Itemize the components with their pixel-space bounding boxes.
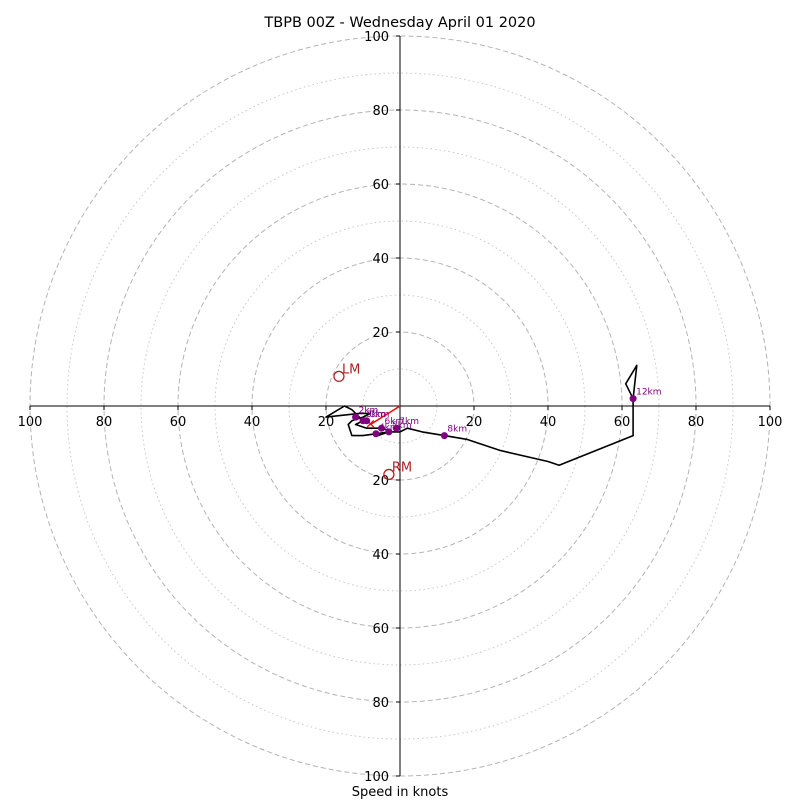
y-tick-label: 100 bbox=[364, 770, 389, 785]
x-tick-label: 40 bbox=[244, 415, 261, 430]
x-tick-label: 80 bbox=[96, 415, 113, 430]
x-axis-label: Speed in knots bbox=[352, 785, 449, 800]
y-tick-label: 20 bbox=[372, 474, 389, 489]
x-tick-label: 60 bbox=[614, 415, 631, 430]
height-marker-dot bbox=[352, 413, 360, 421]
storm-motion-label: LM bbox=[342, 362, 360, 377]
height-marker-dot bbox=[372, 430, 380, 438]
height-marker-dot bbox=[378, 424, 385, 432]
storm-motion-markers: LM RM bbox=[333, 362, 412, 481]
storm-motion-circle bbox=[333, 370, 345, 383]
x-tick-label: 20 bbox=[466, 415, 483, 430]
storm-motion-label: RM bbox=[392, 460, 412, 475]
y-tick-label: 20 bbox=[372, 326, 389, 341]
height-marker-dot bbox=[392, 424, 400, 432]
height-marker-dot bbox=[385, 428, 393, 436]
y-tick-label: 60 bbox=[372, 622, 389, 637]
x-tick-label: 20 bbox=[318, 415, 335, 430]
height-marker-label: 2km bbox=[359, 406, 379, 416]
x-tick-label: 60 bbox=[170, 415, 187, 430]
x-tick-label: 100 bbox=[758, 415, 783, 430]
shear-vector bbox=[370, 405, 401, 426]
y-tick-label: 80 bbox=[372, 104, 389, 119]
wind-profile-line bbox=[325, 364, 638, 467]
x-tick-label: 40 bbox=[540, 415, 557, 430]
height-marker-label: 5km bbox=[392, 421, 412, 431]
height-marker-label: 6km bbox=[385, 417, 405, 427]
x-tick-label: 80 bbox=[688, 415, 705, 430]
wind-trace: ✕ bbox=[325, 364, 638, 467]
storm-motion-circle bbox=[383, 468, 395, 481]
height-marker-label: 1km bbox=[370, 410, 390, 420]
y-tick-label: 60 bbox=[372, 178, 389, 193]
shear-vector-marker: ✕ bbox=[365, 418, 376, 433]
y-tick-label: 40 bbox=[372, 252, 389, 267]
y-tick-label: 100 bbox=[364, 30, 389, 45]
x-tick-label: 100 bbox=[18, 415, 43, 430]
y-tick-label: 80 bbox=[372, 696, 389, 711]
chart-title: TBPB 00Z - Wednesday April 01 2020 bbox=[263, 15, 535, 31]
height-marker-label: 8km bbox=[447, 425, 467, 435]
height-marker-label: 3km bbox=[366, 410, 386, 420]
tick-labels: 100 80 60 40 20 20 40 60 80 100 100 80 60 40 20 20 40 60 8… bbox=[18, 30, 783, 785]
height-marker-label: 4km bbox=[379, 423, 399, 433]
height-marker-dot bbox=[363, 417, 371, 425]
height-marker-label: 12km bbox=[636, 388, 661, 398]
height-marker-label: 7km bbox=[399, 417, 419, 427]
y-tick-label: 40 bbox=[372, 548, 389, 563]
height-marker-dot bbox=[440, 432, 448, 440]
height-marker-dot bbox=[629, 395, 637, 403]
